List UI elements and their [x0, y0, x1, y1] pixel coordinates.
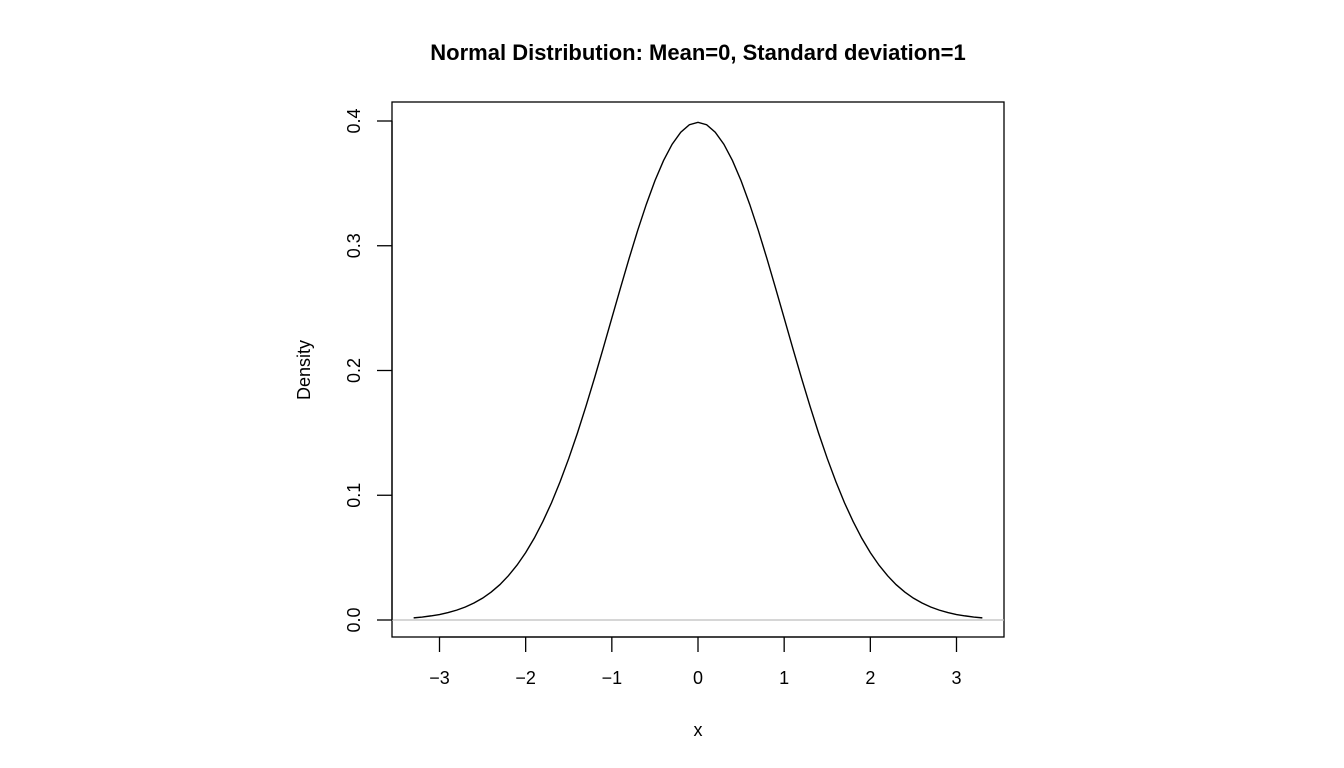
density-curve	[413, 121, 983, 619]
x-axis: −3 −2 −1 0 1 2 3	[429, 636, 962, 688]
x-tick-label: 1	[779, 668, 789, 688]
chart-title: Normal Distribution: Mean=0, Standard de…	[430, 40, 965, 65]
y-axis-label: Density	[294, 340, 314, 400]
x-tick-label: 3	[951, 668, 961, 688]
x-tick-label: 0	[693, 668, 703, 688]
x-axis-label: x	[694, 720, 703, 740]
y-tick-label: 0.2	[344, 358, 364, 383]
x-tick-label: 2	[865, 668, 875, 688]
x-tick-label: −1	[602, 668, 623, 688]
y-tick-label: 0.3	[344, 233, 364, 258]
plot-frame	[391, 101, 1005, 638]
y-tick-label: 0.0	[344, 607, 364, 632]
y-axis: 0.0 0.1 0.2 0.3 0.4	[344, 108, 393, 633]
x-tick-label: −2	[515, 668, 536, 688]
y-tick-label: 0.1	[344, 483, 364, 508]
x-tick-label: −3	[429, 668, 450, 688]
y-tick-label: 0.4	[344, 108, 364, 133]
